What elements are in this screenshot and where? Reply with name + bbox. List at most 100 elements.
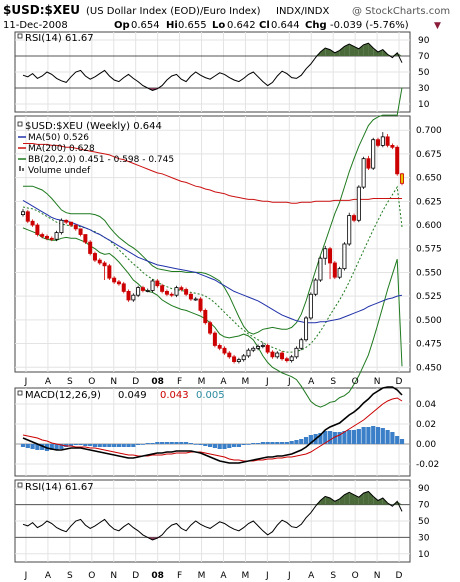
y-tick-label: 0.00 [416,440,436,450]
candle-up [275,352,280,358]
macd-histogram-bar [40,444,45,450]
candle-down [395,146,400,175]
y-tick-label: 90 [418,36,430,46]
x-tick-label: O [352,377,359,387]
macd-histogram-bar [136,444,141,445]
x-tick-label: A [45,571,52,581]
x-tick-label: 08 [151,377,164,387]
rsi-overbought-fill [330,498,335,505]
rsi-line [22,42,403,91]
macd-histogram-bar [126,444,131,447]
ma200-line [23,143,402,204]
macd-histogram-bar [270,442,275,444]
x-tick-label: S [330,377,336,387]
rsi-overbought-fill [363,43,369,56]
axis-labels: 10 30 50 70 90 J A S O N D 08 F M A M J J A S O N D 10 30 50 70 90 J… [24,36,442,581]
macd-histogram-bar [390,432,395,444]
x-tick-label: S [67,571,73,581]
candle-up [260,345,265,347]
candle-down [179,287,184,290]
candle-up [371,139,376,169]
macd-histogram-bar [299,439,304,444]
candle-up [246,349,251,357]
candle-down [376,139,381,146]
candle-down [203,309,208,324]
quote-close: 0.644 [271,20,300,31]
candle-up [323,248,328,259]
candle-up [145,290,150,292]
candle-up [347,215,352,245]
x-tick-label: J [24,571,28,581]
bb-mid-line [22,185,403,353]
candle-up [54,232,59,240]
candle-up [313,279,318,295]
macd-histogram-bar [78,444,83,445]
candle-down [40,234,45,237]
candle-up [342,243,347,270]
macd-histogram-bar [222,444,227,449]
candle-down [352,215,357,221]
change-down-arrow-icon: ▼ [434,21,441,31]
x-tick-label: O [88,571,95,581]
macd-histogram-bar [208,444,213,447]
rsi-overbought-fill [344,492,350,505]
x-tick-label: D [396,377,403,387]
rsi-overbought-fill [330,49,335,56]
rsi-overbought-fill [373,48,379,56]
macd-histogram-bar [193,444,198,445]
y-tick-label: 0.02 [416,420,436,430]
rsi-overbought-fill [334,50,340,56]
macd-prefix: MACD(12,26,9) [25,390,101,401]
rsi-overbought-fill [392,52,398,56]
macd-histogram-bar [188,443,194,444]
x-tick-label: M [198,571,206,581]
candle-down [35,224,40,235]
candle-up [356,186,361,221]
macd-label: MACD(12,26,9) 0.049 0.043 0.005 [17,390,225,401]
rsi-overbought-fill [339,46,345,56]
y-tick-label: 10 [418,100,430,110]
rsi-overbought-fill [339,494,345,505]
candle-up [236,359,241,362]
x-tick-label: J [287,377,291,387]
macd-histogram-bar [241,444,246,445]
x-tick-label: A [220,377,227,387]
macd-histogram-bar [179,442,184,444]
y-tick-label: 0.650 [416,174,442,184]
rsi-overbought-fill [354,46,359,56]
macd-histogram-bar [145,443,150,444]
quote-low-label: Lo [212,20,225,31]
candle-down [92,253,97,261]
rsi-overbought-fill [378,498,383,505]
y-tick-label: 0.625 [416,197,442,207]
candle-down [30,220,35,226]
macd-histogram-bar [25,444,30,448]
macd-histogram-bar [399,439,405,444]
macd-histogram-bar [284,442,289,444]
candle-down [366,158,371,169]
x-tick-label: J [287,571,291,581]
macd-histogram-bar [275,442,280,444]
x-tick-label: M [198,377,206,387]
candle-up [20,211,25,216]
x-tick-label: J [24,377,28,387]
macd-histogram-bar [150,443,155,444]
chart-date: 11-Dec-2008 [3,20,68,31]
candle-up [337,268,342,278]
quote-low: 0.642 [227,20,256,31]
macd-histogram-bar [308,435,313,444]
rsi-bottom-label: RSI(14) 61.67 [17,482,94,493]
price-title: $USD:$XEU (Weekly) 0.644 [25,121,162,132]
rsi-overbought-fill [325,496,331,505]
candle-down [116,281,121,285]
legend-ma50: MA(50) 0.526 [28,133,89,143]
candle-down [88,241,93,254]
macd-histogram-bar [347,430,352,444]
macd-histogram-bar [97,444,102,447]
macd-histogram-bar [107,444,112,447]
macd-histogram-bar [35,444,40,450]
candle-down [198,298,203,311]
rsi-overbought-fill [334,498,340,505]
macd-histogram-bar [30,444,35,449]
quote-close-label: Cl [259,20,270,31]
